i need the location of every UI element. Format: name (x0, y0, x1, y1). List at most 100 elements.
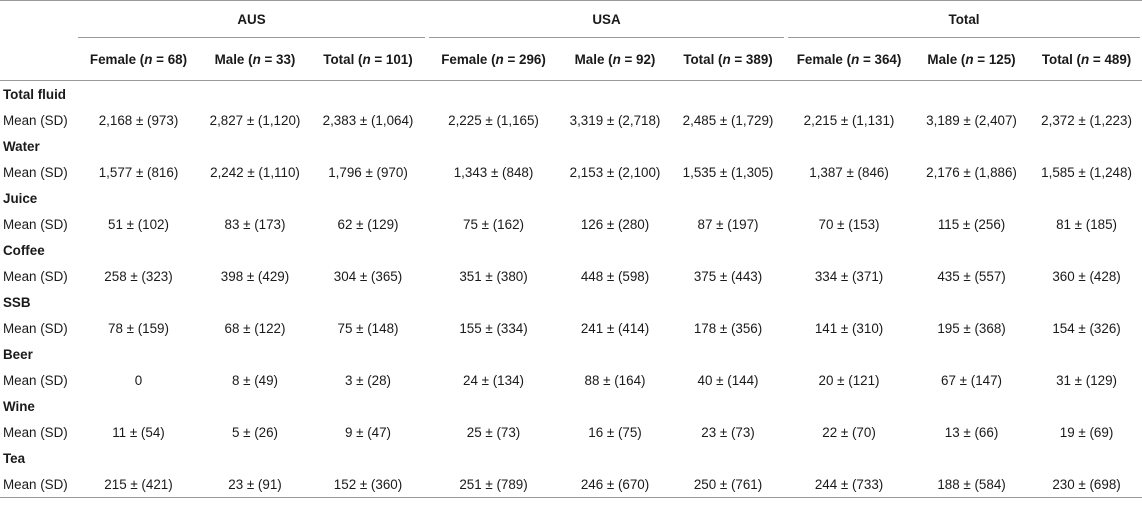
table-cell: 1,577 ± (816) (98, 164, 179, 180)
table-cell: 250 ± (761) (670, 471, 787, 498)
column-header-n: n (1081, 51, 1090, 67)
row-label: Mean (SD) (3, 216, 68, 232)
table-cell: 152 ± (360) (309, 471, 428, 498)
table-cell: 75 ± (162) (463, 216, 524, 232)
table-cell: 68 ± (122) (224, 320, 286, 336)
column-header: Total (n = 101) (309, 38, 428, 81)
table-cell: 25 ± (73) (466, 424, 521, 440)
column-header-suffix: = 125) (973, 51, 1016, 67)
table-cell: 78 ± (159) (108, 320, 169, 336)
column-header-suffix: = 489) (1089, 51, 1132, 67)
column-header-n: n (495, 51, 504, 67)
column-header: Female (n = 296) (427, 38, 561, 81)
table-cell: 360 ± (428) (1052, 268, 1121, 284)
column-header: Female (n = 68) (76, 38, 201, 81)
table-cell: 3 ± (28) (344, 372, 392, 388)
table-cell: 62 ± (129) (337, 216, 399, 232)
subheader-corner (0, 38, 76, 81)
table-cell: 241 ± (414) (580, 320, 650, 336)
category-label: Beer (3, 346, 33, 362)
category-row: Wine (0, 393, 1142, 419)
table-cell: 2,215 ± (1,131) (803, 112, 895, 128)
category-row: Juice (0, 185, 1142, 211)
table-cell: 1,387 ± (846) (809, 164, 889, 180)
group-header-total: Total (786, 0, 1142, 38)
column-header-n: n (722, 51, 731, 67)
table-cell: 11 ± (54) (112, 424, 165, 440)
column-header-prefix: Male ( (214, 51, 253, 67)
row-label: Mean (SD) (3, 164, 68, 180)
table-cell: 215 ± (421) (76, 471, 201, 498)
column-header-n: n (252, 51, 261, 67)
table-cell: 2,372 ± (1,223) (1041, 112, 1132, 128)
column-header-suffix: = 389) (730, 51, 773, 67)
column-header-prefix: Male ( (927, 51, 966, 67)
table-cell: 1,343 ± (848) (453, 164, 534, 180)
table-cell: 155 ± (334) (459, 320, 528, 336)
category-label: Coffee (3, 242, 45, 258)
column-header-prefix: Female ( (441, 51, 496, 67)
group-header-aus: AUS (76, 0, 428, 38)
row-label: Mean (SD) (3, 424, 68, 440)
category-row: Tea (0, 445, 1142, 471)
column-header: Female (n = 364) (786, 38, 913, 81)
table-cell: 251 ± (789) (427, 471, 561, 498)
table-cell: 2,242 ± (1,110) (210, 164, 300, 180)
column-header-n: n (965, 51, 974, 67)
column-header: Male (n = 33) (201, 38, 309, 81)
column-header-prefix: Total ( (323, 51, 363, 67)
column-header-suffix: = 68) (152, 51, 188, 67)
table-row: Mean (SD) 258 ± (323) 398 ± (429) 304 ± (36… (0, 263, 1142, 289)
column-header: Total (n = 489) (1031, 38, 1142, 81)
column-header-n: n (362, 51, 371, 67)
column-header: Total (n = 389) (670, 38, 787, 81)
category-label: Tea (3, 450, 26, 466)
category-label: Juice (3, 190, 38, 206)
table-cell: 1,796 ± (970) (328, 164, 408, 180)
table-cell: 2,176 ± (1,886) (926, 164, 1017, 180)
row-label: Mean (SD) (3, 112, 68, 128)
table-cell: 1,535 ± (1,305) (682, 164, 774, 180)
column-header-suffix: = 364) (859, 51, 902, 67)
table-cell: 83 ± (173) (224, 216, 286, 232)
table-cell: 398 ± (429) (220, 268, 290, 284)
fluid-intake-table: AUS USA Total Female (n = 68) Male (n = 3… (0, 0, 1142, 498)
table-cell: 188 ± (584) (912, 471, 1032, 498)
table-cell: 2,168 ± (973) (98, 112, 179, 128)
column-header-prefix: Total ( (1041, 51, 1081, 67)
row-label: Mean (SD) (0, 471, 76, 498)
table-cell: 20 ± (121) (818, 372, 880, 388)
table-row: Mean (SD) 1,577 ± (816) 2,242 ± (1,110) 1,7… (0, 159, 1142, 185)
table-cell: 154 ± (326) (1052, 320, 1121, 336)
row-label: Mean (SD) (3, 268, 68, 284)
column-header-prefix: Total ( (683, 51, 723, 67)
column-header-suffix: = 101) (370, 51, 413, 67)
table-cell: 115 ± (256) (937, 216, 1006, 232)
table-row: Mean (SD) 78 ± (159) 68 ± (122) 75 ± (148) 1… (0, 315, 1142, 341)
table-cell: 448 ± (598) (580, 268, 650, 284)
table-cell: 435 ± (557) (937, 268, 1006, 284)
table-cell: 3,189 ± (2,407) (926, 112, 1017, 128)
column-header-prefix: Female ( (796, 51, 852, 67)
category-row: SSB (0, 289, 1142, 315)
table-cell: 67 ± (147) (941, 372, 1002, 388)
table-cell: 126 ± (280) (580, 216, 650, 232)
column-header-suffix: = 296) (503, 51, 546, 67)
table-cell: 230 ± (698) (1031, 471, 1142, 498)
table-cell: 16 ± (75) (588, 424, 642, 440)
table-cell: 2,827 ± (1,120) (209, 112, 301, 128)
category-label: SSB (3, 294, 31, 310)
table-cell: 375 ± (443) (693, 268, 763, 284)
column-header-suffix: = 92) (620, 51, 656, 67)
table-cell: 141 ± (310) (814, 320, 884, 336)
table-cell: 88 ± (164) (584, 372, 646, 388)
table-cell: 24 ± (134) (463, 372, 524, 388)
table-cell: 19 ± (69) (1059, 424, 1114, 440)
row-label: Mean (SD) (3, 320, 68, 336)
table-row: Mean (SD) 11 ± (54) 5 ± (26) 9 ± (47) 25 ± (… (0, 419, 1142, 445)
header-corner (0, 0, 76, 38)
column-header-suffix: = 33) (260, 51, 296, 67)
table-cell: 23 ± (91) (201, 471, 309, 498)
column-header-prefix: Female ( (89, 51, 145, 67)
table-cell: 23 ± (73) (701, 424, 755, 440)
